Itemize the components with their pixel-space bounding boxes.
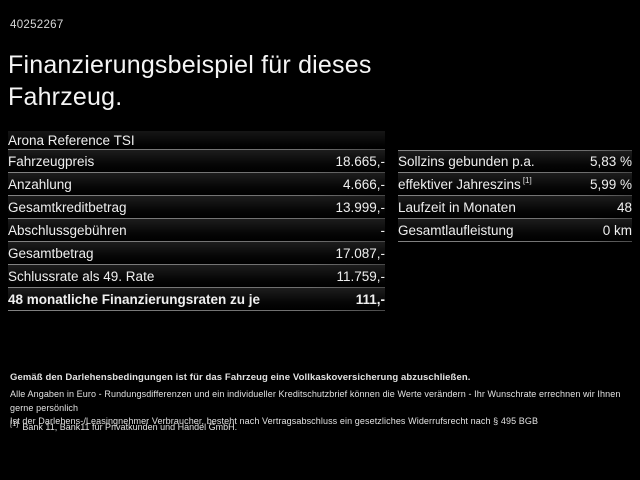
footnote-text: Bank 11, Bank11 für Privatkunden und Han… [22,422,238,432]
table-row-gesamtbetrag: Gesamtbetrag 17.087,- [8,242,385,265]
table-row-fahrzeugpreis: Fahrzeugpreis 18.665,- [8,150,385,173]
row-value: 18.665,- [335,153,385,169]
disclaimer-line-euro: Alle Angaben in Euro - Rundungsdifferenz… [10,389,621,413]
table-row-gesamtlaufleistung: Gesamtlaufleistung 0 km [398,219,632,242]
row-value: 13.999,- [335,199,385,215]
row-label: Gesamtbetrag [8,245,94,261]
row-value: 4.666,- [342,176,385,192]
row-label: Abschlussgebühren [8,222,127,238]
row-label: 48 monatliche Finanzierungsraten zu je [8,291,261,307]
page-title-line1: Finanzierungsbeispiel für dieses [8,51,372,79]
row-label: Laufzeit in Monaten [398,199,516,215]
disclaimer-block: Gemäß den Darlehensbedingungen ist für d… [10,372,632,429]
table-row-effektiver-jahreszins: effektiver Jahreszins [1] 5,99 % [398,173,632,196]
footnote-marker: [1] [10,419,19,428]
table-row-abschlussgebuehren: Abschlussgebühren - [8,219,385,242]
model-name-row: Arona Reference TSI [8,131,385,150]
row-value: 11.759,- [336,268,385,284]
row-value: 17.087,- [335,245,385,261]
row-value: 48 [616,199,632,215]
disclaimer-line-widerruf: Ist der Darlehens-/Leasingnehmer Verbrau… [10,416,539,426]
table-row-laufzeit: Laufzeit in Monaten 48 [398,196,632,219]
conditions-table: Sollzins gebunden p.a. 5,83 % effektiver… [398,150,632,242]
row-value: - [380,222,386,238]
row-label: Sollzins gebunden p.a. [398,154,535,169]
table-row-schlussrate: Schlussrate als 49. Rate 11.759,- [8,265,385,288]
row-value: 111,- [355,291,385,307]
footnote-reference: [1] [522,176,532,185]
table-row-anzahlung: Anzahlung 4.666,- [8,173,385,196]
finance-table: Arona Reference TSI Fahrzeugpreis 18.665… [8,131,385,311]
page-title: Finanzierungsbeispiel für dieses Fahrzeug… [8,50,372,113]
row-value: 5,83 % [589,154,632,169]
row-value: 0 km [602,222,632,238]
row-label: Gesamtkreditbetrag [8,199,127,215]
table-row-gesamtkreditbetrag: Gesamtkreditbetrag 13.999,- [8,196,385,219]
disclaimer-insurance-note: Gemäß den Darlehensbedingungen ist für d… [10,372,471,383]
row-label: effektiver Jahreszins [398,176,521,192]
vehicle-id: 40252267 [10,19,64,31]
page-title-line2: Fahrzeug. [8,82,123,111]
row-label: Fahrzeugpreis [8,153,95,169]
table-row-monthly-rate: 48 monatliche Finanzierungsraten zu je 1… [8,288,385,311]
row-label: Anzahlung [8,176,72,192]
row-value: 5,99 % [589,176,632,192]
footnote-bank: [1] Bank 11, Bank11 für Privatkunden und … [10,419,237,432]
row-label: Gesamtlaufleistung [398,222,514,238]
model-name: Arona Reference TSI [8,132,135,148]
table-row-sollzins: Sollzins gebunden p.a. 5,83 % [398,150,632,173]
row-label: Schlussrate als 49. Rate [8,268,155,284]
